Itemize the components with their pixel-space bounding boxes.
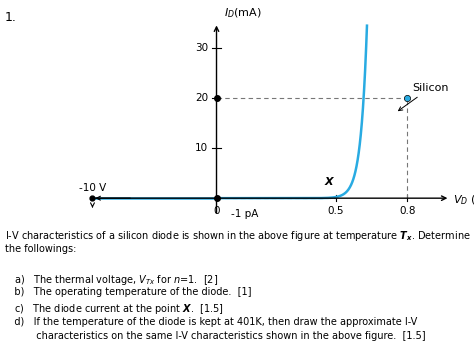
Text: c)   The diode current at the point $\bfit{X}$.  [1.5]: c) The diode current at the point $\bfit… bbox=[5, 302, 224, 316]
Text: $I_D$(mA): $I_D$(mA) bbox=[224, 6, 262, 20]
Text: d)   If the temperature of the diode is kept at 401K, then draw the approximate : d) If the temperature of the diode is ke… bbox=[5, 316, 417, 327]
Text: 0.5: 0.5 bbox=[328, 206, 344, 216]
Text: -1 pA: -1 pA bbox=[231, 209, 258, 219]
Text: 10: 10 bbox=[195, 143, 208, 153]
Text: 0.8: 0.8 bbox=[399, 206, 416, 216]
Text: 0: 0 bbox=[213, 206, 220, 216]
Text: the followings:: the followings: bbox=[5, 244, 76, 254]
Text: 30: 30 bbox=[195, 43, 208, 53]
Text: $V_D$ (V): $V_D$ (V) bbox=[453, 194, 474, 207]
Text: Silicon: Silicon bbox=[399, 83, 448, 111]
Text: b)   The operating temperature of the diode.  [1]: b) The operating temperature of the diod… bbox=[5, 287, 251, 297]
Text: characteristics on the same I-V characteristics shown in the above figure.  [1.5: characteristics on the same I-V characte… bbox=[5, 331, 425, 341]
Text: I-V characteristics of a silicon diode is shown in the above figure at temperatu: I-V characteristics of a silicon diode i… bbox=[5, 229, 470, 243]
Text: 20: 20 bbox=[195, 93, 208, 103]
Text: -10 V: -10 V bbox=[79, 183, 106, 193]
Text: 1.: 1. bbox=[5, 11, 17, 24]
Text: a)   The thermal voltage, $V_{Tx}$ for $n$=1.  [2]: a) The thermal voltage, $V_{Tx}$ for $n$… bbox=[5, 273, 218, 287]
Text: X: X bbox=[324, 177, 333, 187]
